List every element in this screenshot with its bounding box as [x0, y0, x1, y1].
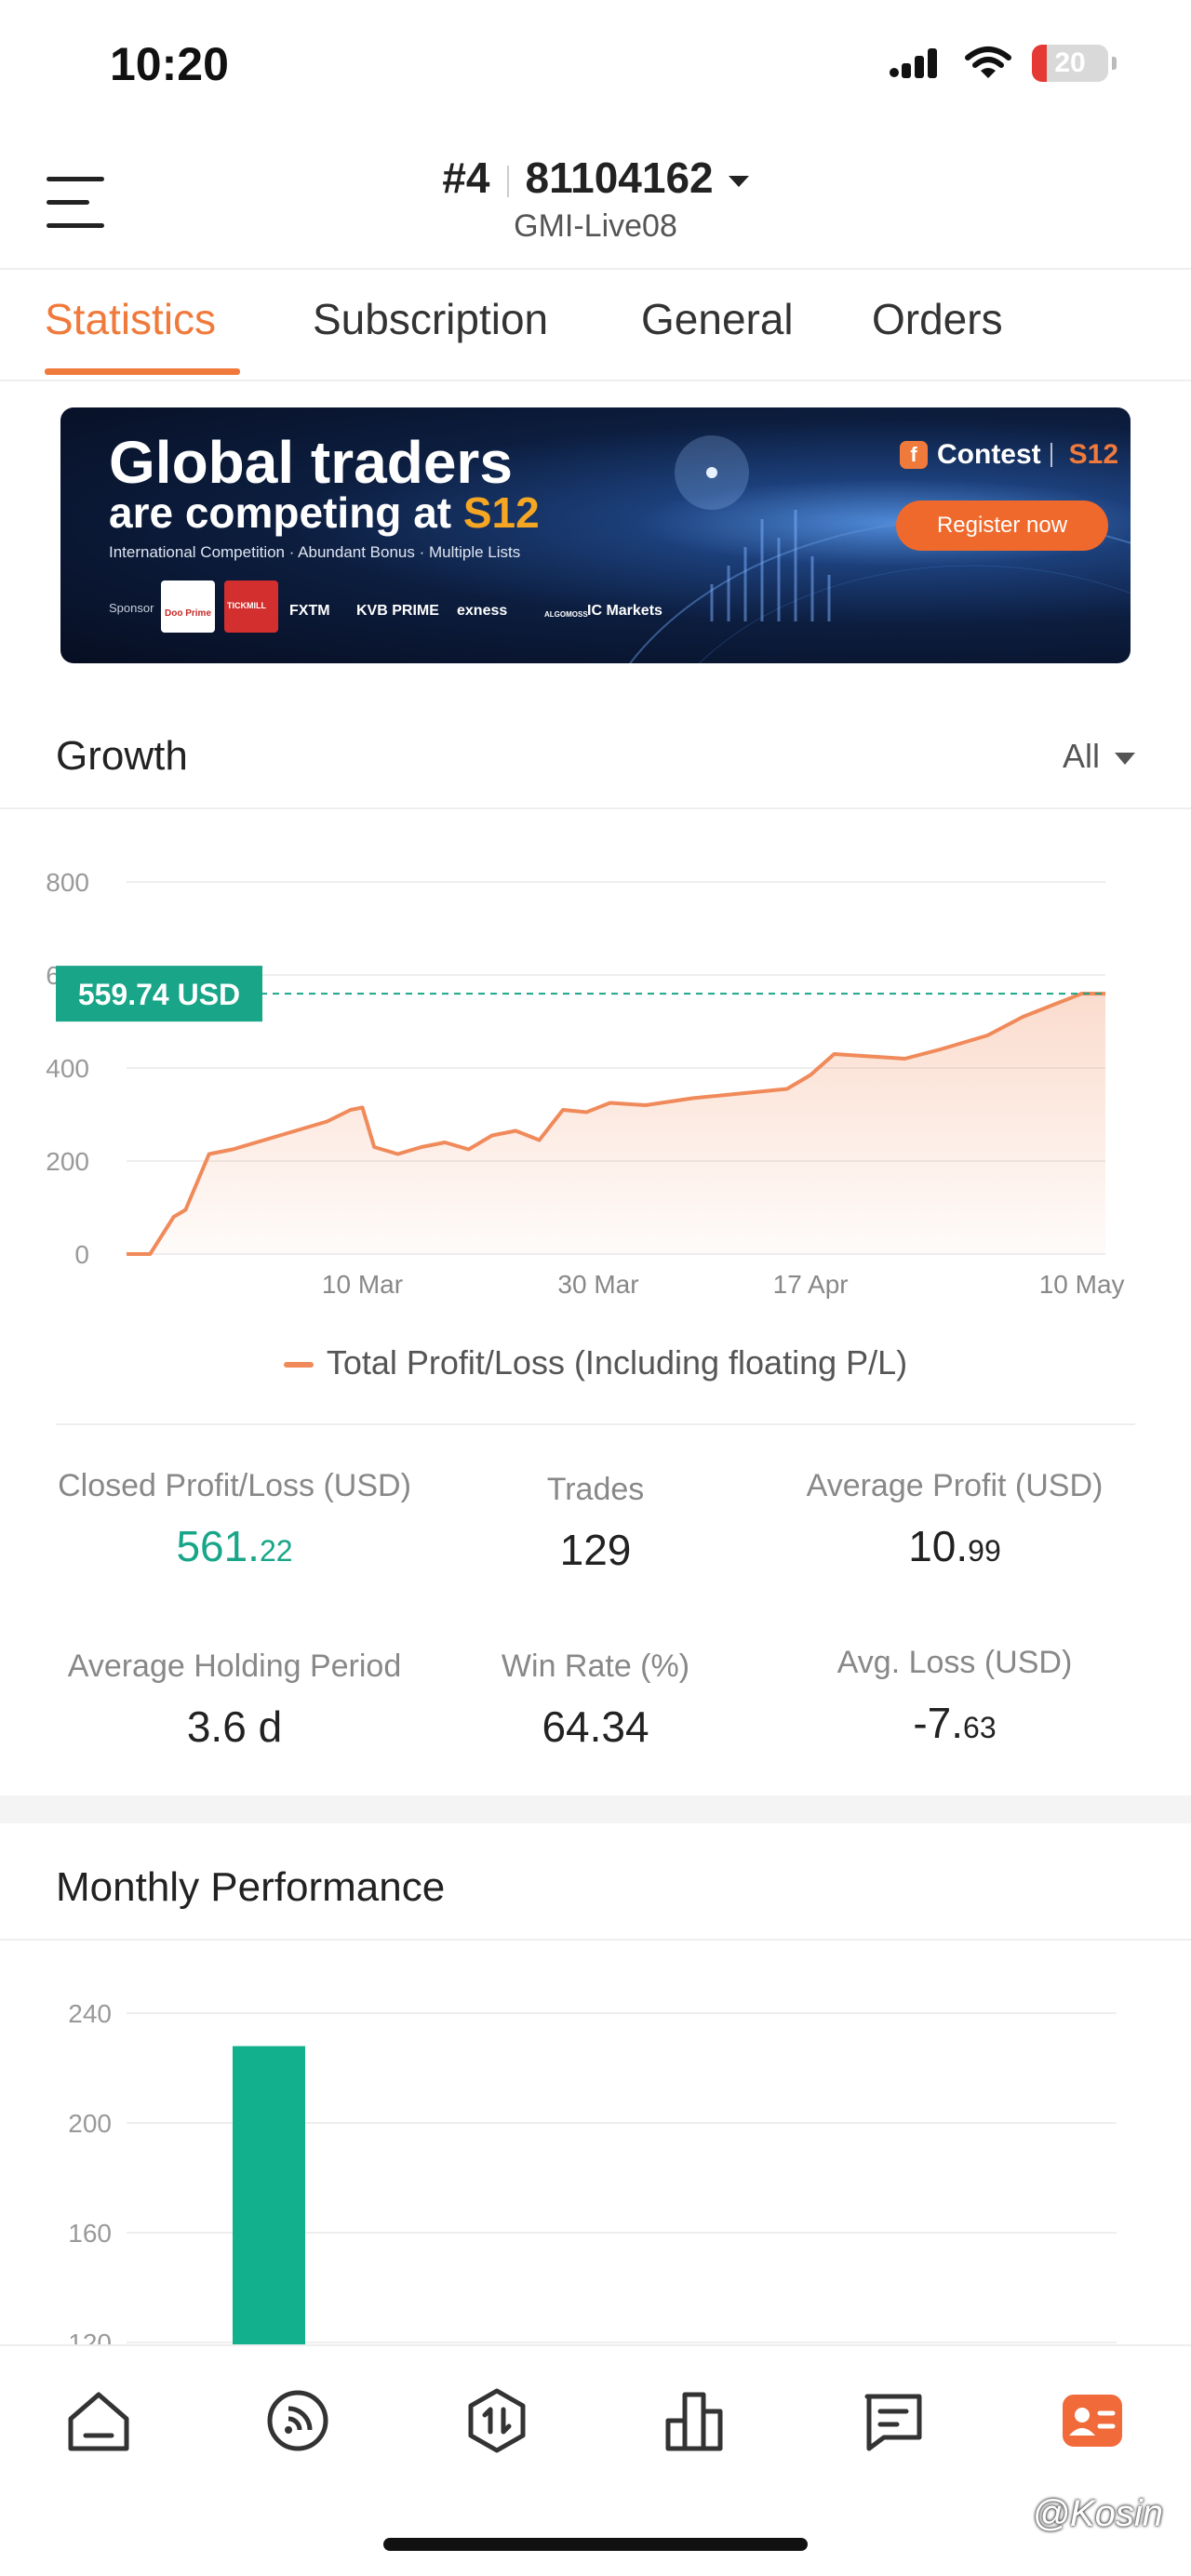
stat-trades: Trades 129 — [409, 1472, 782, 1575]
sponsor-name: ALGOMOSS — [544, 610, 588, 619]
tab-orders[interactable]: Orders — [872, 295, 1003, 343]
promo-banner[interactable]: Global traders are competing at S12 Inte… — [60, 407, 1131, 663]
sponsor-name: TICKMILL — [227, 601, 266, 610]
stat-value: -7.63 — [913, 1699, 997, 1747]
menu-icon[interactable] — [47, 175, 104, 231]
stat-label: Closed Profit/Loss (USD) — [58, 1468, 411, 1503]
x-tick-label: 10 Mar — [322, 1270, 403, 1299]
tab-bar: Statistics Subscription General Orders — [0, 272, 1191, 381]
caret-down-icon — [1115, 752, 1135, 765]
legend-swatch — [283, 1362, 314, 1368]
rank-icon[interactable] — [657, 2383, 731, 2458]
current-value-badge — [56, 966, 262, 1022]
current-value-label: 559.74 USD — [78, 978, 240, 1011]
chevron-down-icon — [728, 175, 749, 187]
account-number: 81104162 — [525, 153, 714, 202]
signal-icon[interactable] — [261, 2383, 335, 2458]
series-area — [127, 994, 1105, 1254]
growth-title: Growth — [56, 733, 188, 779]
home-indicator[interactable] — [383, 2538, 808, 2551]
sponsor-name: IC Markets — [587, 603, 662, 619]
series-line — [127, 992, 1106, 1256]
server-name: GMI-Live08 — [514, 208, 677, 244]
stat-average-profit: Average Profit (USD) 10.99 — [769, 1468, 1141, 1571]
stat-average-loss: Avg. Loss (USD) -7.63 — [769, 1645, 1141, 1748]
divider — [56, 1423, 1135, 1425]
contest-label: f Contest S12 — [900, 439, 1118, 471]
stat-value: 10.99 — [908, 1522, 1001, 1570]
y-tick-label: 400 — [46, 1054, 89, 1083]
message-icon[interactable] — [856, 2383, 930, 2458]
bottom-nav — [0, 2344, 1191, 2576]
account-header: #4 81104162 GMI-Live08 — [0, 140, 1191, 270]
status-bar: 10:20 20 — [0, 0, 1191, 130]
contest-text: Contest — [937, 439, 1041, 470]
banner-tagline: International Competition · Abundant Bon… — [109, 543, 521, 561]
profile-icon[interactable] — [1055, 2383, 1130, 2458]
stat-value: 3.6 d — [186, 1702, 283, 1751]
sponsor-name: Doo Prime — [165, 608, 212, 619]
x-tick-label: 30 Mar — [557, 1270, 638, 1299]
range-dropdown[interactable]: All — [1063, 737, 1135, 776]
stat-label: Average Holding Period — [67, 1648, 402, 1684]
stat-label: Win Rate (%) — [501, 1648, 690, 1684]
tab-active-indicator — [45, 368, 240, 375]
battery-cap — [1112, 57, 1117, 70]
range-value: All — [1062, 737, 1100, 775]
contest-logo-icon: f — [900, 441, 928, 469]
account-rank: #4 — [442, 153, 490, 202]
home-icon[interactable] — [61, 2383, 136, 2458]
stat-label: Average Profit (USD) — [806, 1468, 1104, 1503]
monthly-title: Monthly Performance — [56, 1864, 446, 1910]
register-button[interactable]: Register now — [896, 501, 1108, 551]
stat-value: 64.34 — [542, 1702, 649, 1751]
bar — [233, 2046, 305, 2352]
wifi-icon — [965, 47, 1011, 78]
x-tick-label: 17 Apr — [773, 1270, 849, 1299]
growth-section-header: Growth All — [0, 705, 1191, 809]
y-tick-label: 0 — [74, 1240, 89, 1269]
account-selector[interactable]: #4 81104162 — [0, 153, 1191, 203]
battery-level: 20 — [1054, 47, 1086, 78]
sponsor-name: exness — [457, 603, 508, 619]
stat-value: 561.22 — [176, 1522, 293, 1570]
y-tick-label: 160 — [68, 2219, 112, 2248]
stat-label: Trades — [546, 1472, 645, 1507]
section-separator — [0, 1795, 1191, 1823]
y-tick-label: 240 — [68, 1999, 112, 2028]
y-tick-label: 200 — [68, 2109, 112, 2138]
watermark: @Kosin — [1032, 2493, 1163, 2534]
sponsor-logo-dooprime: Doo Prime — [161, 581, 215, 633]
stat-value: 129 — [559, 1526, 632, 1574]
stat-label: Avg. Loss (USD) — [836, 1645, 1073, 1680]
tab-statistics[interactable]: Statistics — [45, 295, 217, 343]
sponsor-name: FXTM — [289, 603, 330, 619]
sponsor-logo-tickmill: TICKMILL — [224, 581, 278, 633]
banner-title-prefix: are competing at — [109, 488, 463, 537]
banner-title: Global traders — [109, 429, 513, 496]
tab-general[interactable]: General — [641, 295, 794, 343]
stat-closed-pl: Closed Profit/Loss (USD) 561.22 — [48, 1468, 421, 1571]
legend-label: Total Profit/Loss (Including floating P/… — [326, 1343, 908, 1381]
sponsor-name: KVB PRIME — [356, 603, 439, 619]
x-tick-label: 10 May — [1039, 1270, 1125, 1299]
battery-indicator: 20 — [1032, 45, 1108, 82]
status-icons: 20 — [889, 45, 1117, 82]
stat-win-rate: Win Rate (%) 64.34 — [409, 1648, 782, 1752]
growth-legend: Total Profit/Loss (Including floating P/… — [0, 1343, 1191, 1382]
trade-icon[interactable] — [460, 2383, 534, 2458]
stat-average-holding: Average Holding Period 3.6 d — [48, 1648, 421, 1752]
banner-brand: S12 — [462, 488, 540, 537]
y-tick-label: 200 — [46, 1147, 89, 1176]
y-tick-label: 800 — [46, 868, 89, 897]
cellular-signal-icon — [890, 48, 937, 78]
status-time: 10:20 — [110, 38, 229, 90]
monthly-section-header: Monthly Performance — [0, 1836, 1191, 1941]
banner-sponsor-label: Sponsor — [109, 601, 154, 615]
banner-subtitle-line: are competing at S12 — [109, 487, 540, 538]
contest-brand: S12 — [1068, 439, 1119, 470]
tab-subscription[interactable]: Subscription — [313, 295, 549, 343]
